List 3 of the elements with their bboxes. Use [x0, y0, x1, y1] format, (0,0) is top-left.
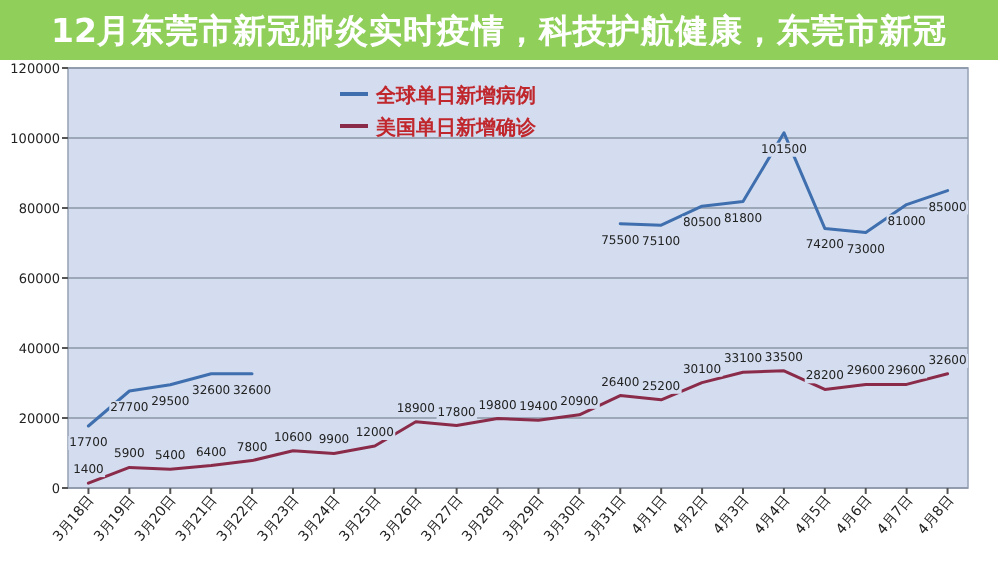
chart-title: 12月东莞市新冠肺炎实时疫情，科技护航健康，东莞市新冠: [51, 12, 947, 50]
legend-label: 美国单日新增确诊: [374, 116, 538, 140]
legend-label: 全球单日新增病例: [374, 84, 536, 108]
